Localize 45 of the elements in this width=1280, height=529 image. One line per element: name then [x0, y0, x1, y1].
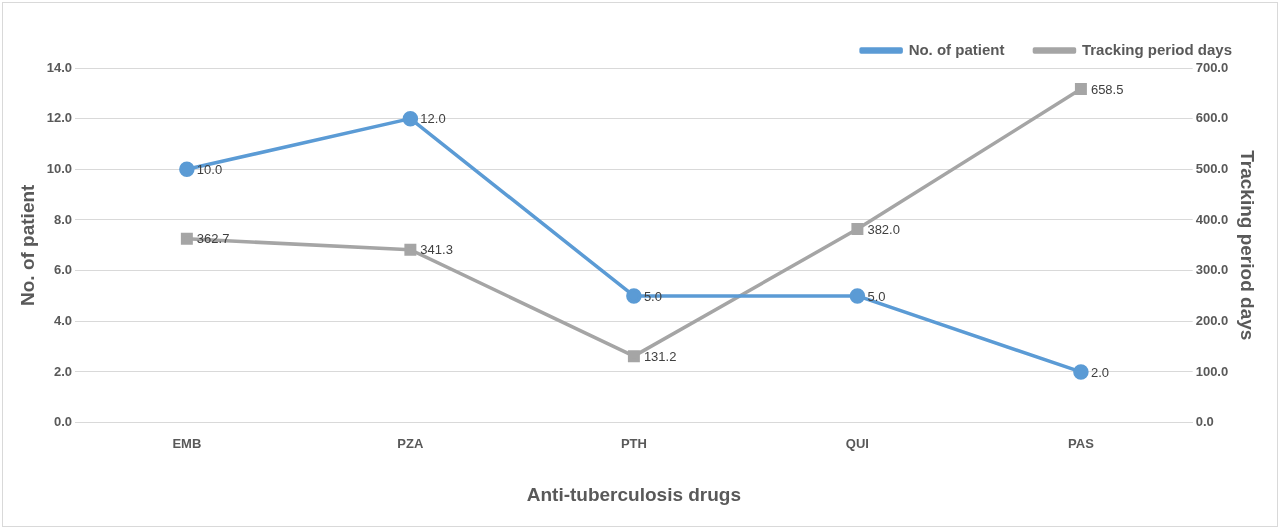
data-label: 362.7 [196, 231, 230, 247]
y-axis-title: No. of patient [16, 183, 38, 306]
point [626, 288, 642, 304]
x-tick-label: PAS [1068, 435, 1095, 451]
y2-axis-title: Tracking period days [1237, 150, 1259, 341]
y2-tick-label: 200.0 [1195, 312, 1229, 328]
y2-tick-label: 100.0 [1195, 363, 1229, 379]
data-label: 10.0 [196, 161, 223, 177]
y2-tick-label: 700.0 [1195, 59, 1229, 75]
y2-tick-label: 600.0 [1195, 110, 1229, 126]
point [404, 243, 417, 256]
y-tick-label: 14.0 [46, 59, 73, 75]
data-label: 12.0 [420, 111, 446, 127]
x-tick-label: PZA [397, 435, 424, 451]
x-tick-label: EMB [172, 435, 202, 451]
x-tick-label: PTH [620, 435, 647, 451]
x-tick-label: QUI [845, 435, 869, 451]
y2-tick-label: 300.0 [1195, 262, 1229, 278]
y-tick-label: 0.0 [54, 414, 73, 430]
data-label: 658.5 [1090, 81, 1124, 97]
legend-label: No. of patient [908, 40, 1005, 58]
y2-tick-label: 0.0 [1195, 414, 1214, 430]
y-tick-label: 8.0 [54, 211, 73, 227]
point [851, 223, 864, 236]
data-label: 341.3 [420, 242, 453, 258]
data-label: 2.0 [1090, 364, 1109, 380]
y-tick-label: 6.0 [54, 262, 73, 278]
point [1073, 364, 1089, 380]
point [179, 161, 195, 178]
point [180, 232, 193, 245]
data-label: 382.0 [867, 221, 900, 237]
data-label: 131.2 [643, 348, 677, 364]
point [1074, 83, 1087, 96]
point [849, 288, 866, 304]
y-tick-label: 2.0 [54, 363, 73, 379]
y2-tick-label: 500.0 [1195, 160, 1229, 176]
point [627, 350, 640, 363]
legend-label: Tracking period days [1081, 40, 1233, 58]
y-tick-label: 4.0 [54, 312, 73, 328]
data-label: 5.0 [867, 288, 886, 304]
y-tick-label: 12.0 [46, 110, 73, 126]
point [402, 110, 419, 127]
y-tick-label: 10.0 [46, 160, 73, 176]
y2-tick-label: 400.0 [1195, 211, 1229, 227]
x-axis-title: Anti-tuberculosis drugs [526, 483, 742, 505]
